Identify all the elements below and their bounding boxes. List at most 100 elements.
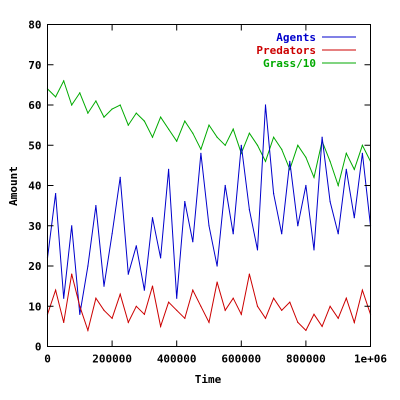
data-point-agents — [160, 257, 162, 259]
data-point-predators — [119, 293, 121, 295]
data-point-agents — [111, 233, 113, 235]
data-point-grass-10 — [345, 152, 347, 154]
data-point-grass-10 — [353, 168, 355, 170]
data-point-predators — [176, 309, 178, 311]
data-point-predators — [192, 289, 194, 291]
data-point-predators — [71, 273, 73, 275]
data-point-predators — [281, 309, 283, 311]
y-tick-label: 20 — [28, 260, 41, 273]
data-point-grass-10 — [232, 128, 234, 130]
data-point-agents — [321, 136, 323, 138]
data-point-predators — [264, 317, 267, 319]
data-point-grass-10 — [63, 80, 65, 82]
data-point-agents — [361, 152, 363, 154]
data-point-agents — [289, 160, 291, 162]
x-tick-label: 1e+06 — [354, 353, 387, 366]
data-point-grass-10 — [168, 128, 170, 130]
data-point-predators — [345, 297, 347, 299]
data-point-grass-10 — [192, 132, 194, 134]
data-point-predators — [361, 289, 363, 291]
data-point-agents — [79, 313, 81, 315]
data-point-predators — [79, 305, 81, 307]
data-point-predators — [216, 281, 218, 283]
data-point-grass-10 — [200, 148, 202, 150]
data-point-agents — [329, 201, 331, 203]
data-point-predators — [256, 305, 259, 307]
data-point-grass-10 — [224, 144, 226, 146]
data-point-agents — [337, 233, 339, 235]
data-point-predators — [143, 313, 145, 315]
data-point-agents — [168, 168, 170, 170]
x-tick-label: 0 — [44, 353, 51, 366]
x-tick-label: 400000 — [157, 353, 197, 366]
data-point-grass-10 — [313, 176, 315, 178]
y-tick-label: 0 — [35, 341, 42, 354]
data-point-predators — [329, 305, 331, 307]
data-point-predators — [208, 321, 210, 323]
data-point-agents — [119, 176, 121, 178]
data-point-predators — [273, 297, 275, 299]
data-point-agents — [256, 249, 259, 251]
data-point-grass-10 — [256, 144, 259, 146]
data-point-agents — [192, 241, 194, 243]
data-point-agents — [305, 184, 307, 187]
data-point-grass-10 — [281, 148, 283, 150]
data-point-agents — [71, 225, 73, 227]
data-point-grass-10 — [305, 156, 307, 158]
data-point-grass-10 — [329, 160, 331, 162]
data-point-agents — [240, 144, 242, 146]
data-point-grass-10 — [119, 104, 121, 106]
data-point-predators — [224, 309, 226, 311]
data-point-predators — [297, 321, 299, 323]
y-tick-label: 50 — [28, 139, 41, 152]
data-point-predators — [63, 321, 65, 323]
data-point-agents — [95, 205, 97, 207]
data-point-agents — [232, 233, 234, 235]
legend-label-grass-10: Grass/10 — [263, 57, 316, 70]
data-point-grass-10 — [95, 100, 97, 102]
data-point-predators — [87, 329, 89, 331]
y-tick-label: 80 — [28, 19, 41, 32]
x-tick-label: 600000 — [221, 353, 261, 366]
data-point-grass-10 — [337, 184, 339, 187]
data-point-predators — [313, 313, 315, 315]
data-point-agents — [216, 265, 218, 267]
data-point-predators — [160, 325, 162, 327]
axis-ticks: 0 10 20 30 40 50 60 70 80 0 200000 400000 600000 8000… — [28, 19, 387, 366]
data-point-grass-10 — [71, 104, 73, 106]
x-axis-label: Time — [195, 373, 222, 386]
data-point-grass-10 — [151, 136, 154, 138]
data-point-grass-10 — [273, 136, 275, 138]
data-point-predators — [353, 321, 355, 323]
data-point-agents — [208, 225, 210, 227]
y-tick-label: 60 — [28, 99, 41, 112]
data-point-grass-10 — [55, 96, 57, 98]
data-point-grass-10 — [160, 116, 162, 118]
data-point-predators — [289, 301, 291, 303]
y-tick-label: 40 — [28, 180, 41, 193]
data-point-agents — [345, 168, 347, 170]
data-point-agents — [297, 225, 299, 227]
data-point-agents — [273, 193, 275, 195]
data-point-agents — [200, 152, 202, 154]
data-point-agents — [248, 209, 250, 211]
x-tick-label: 200000 — [92, 353, 132, 366]
data-point-agents — [313, 249, 315, 251]
data-point-predators — [200, 305, 202, 307]
data-point-agents — [151, 217, 154, 219]
data-point-predators — [127, 321, 129, 323]
data-point-predators — [95, 297, 97, 299]
legend-label-agents: Agents — [276, 31, 316, 44]
data-point-predators — [240, 313, 242, 315]
data-point-grass-10 — [289, 168, 291, 170]
data-point-agents — [176, 297, 178, 299]
data-point-agents — [224, 184, 226, 187]
data-point-agents — [63, 297, 65, 299]
data-point-grass-10 — [135, 112, 137, 114]
data-point-grass-10 — [297, 144, 299, 146]
data-point-agents — [87, 265, 89, 267]
data-point-agents — [55, 193, 57, 195]
data-point-predators — [321, 325, 323, 327]
